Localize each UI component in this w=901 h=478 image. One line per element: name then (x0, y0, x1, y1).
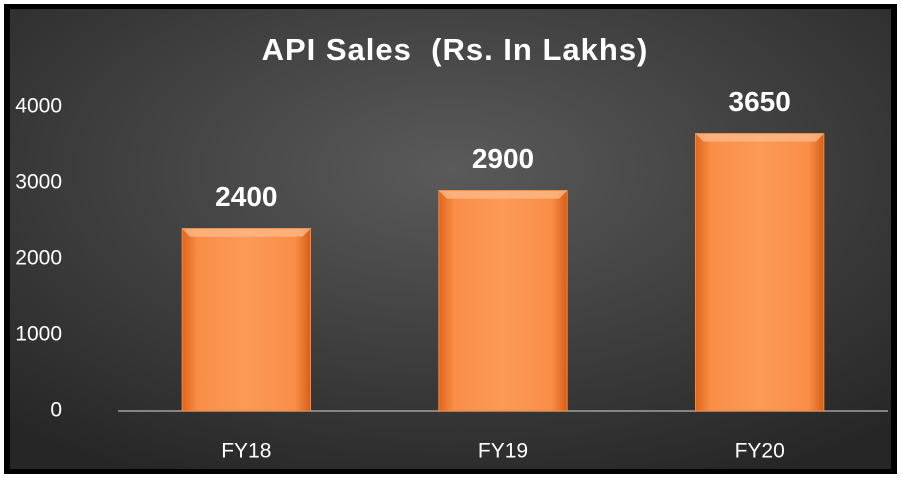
chart-title: API Sales (Rs. In Lakhs) (262, 32, 649, 67)
x-tick-label: FY19 (478, 440, 528, 463)
data-label: 3650 (729, 86, 791, 117)
x-tick-label: FY20 (735, 440, 785, 463)
bar (695, 133, 825, 412)
y-tick-label: 0 (50, 399, 62, 422)
x-tick-label: FY18 (221, 440, 271, 463)
y-tick-label: 1000 (15, 323, 62, 346)
bar (438, 190, 568, 412)
y-tick-label: 4000 (15, 95, 62, 118)
data-label: 2400 (215, 181, 277, 212)
y-tick-label: 3000 (15, 171, 62, 194)
bar-bevel (695, 133, 824, 142)
data-label: 2900 (472, 143, 534, 174)
bar (181, 228, 311, 412)
bar-bevel (182, 228, 311, 237)
bar-bevel (438, 190, 568, 199)
y-tick-label: 2000 (15, 247, 62, 270)
